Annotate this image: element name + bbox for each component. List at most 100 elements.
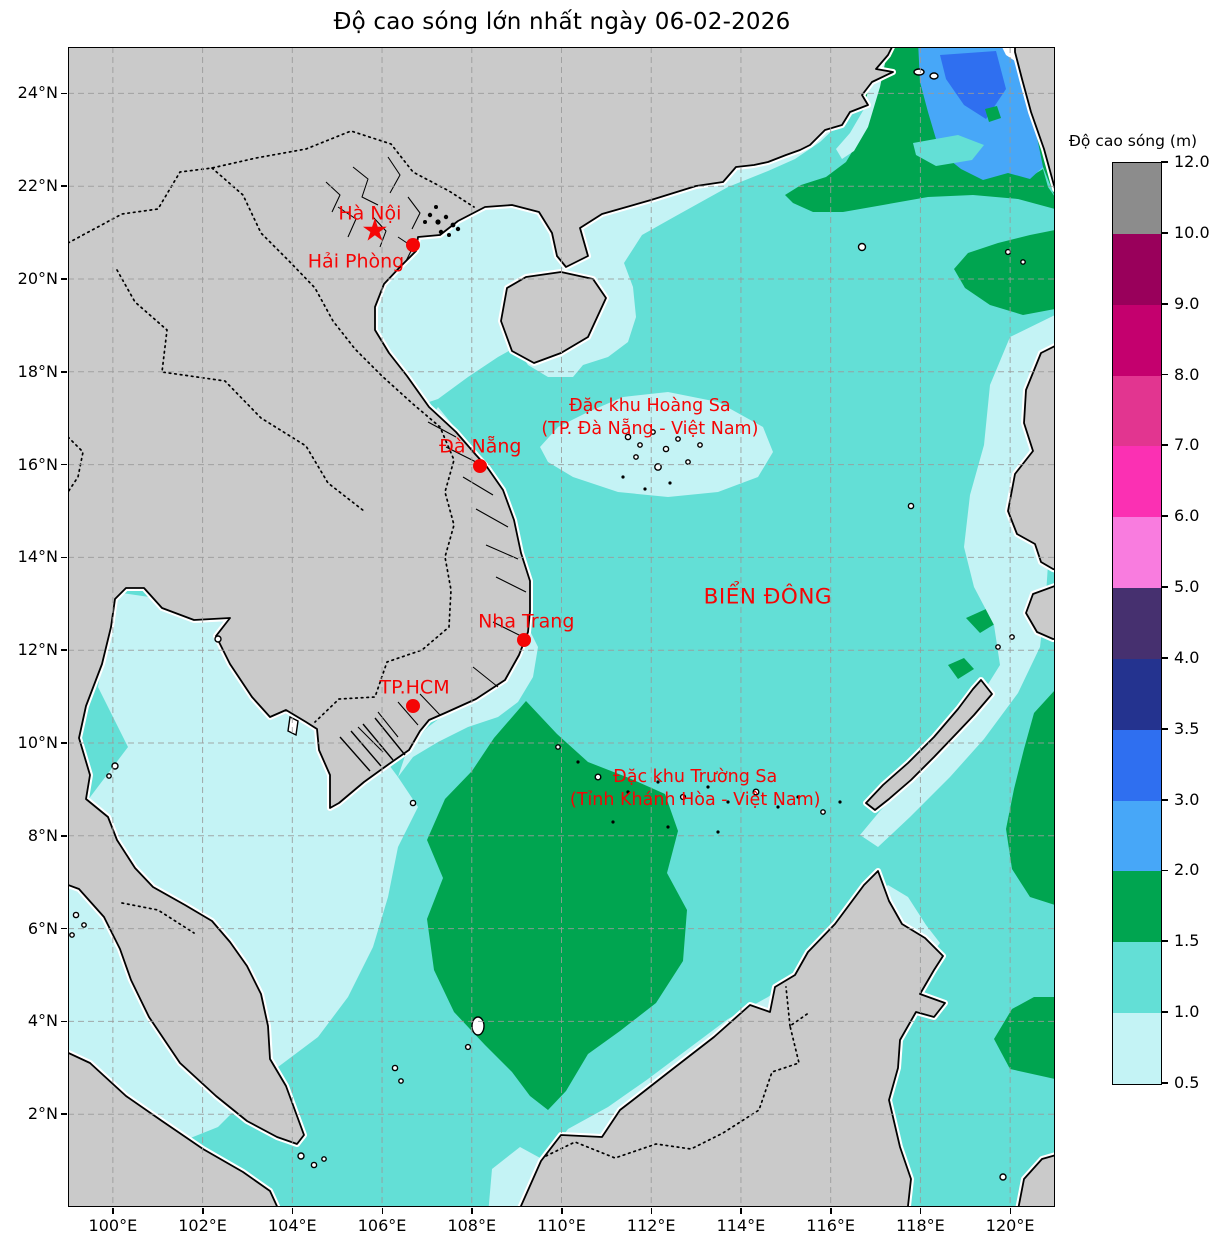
colorbar-segment <box>1113 800 1161 872</box>
colorbar-segment <box>1113 517 1161 589</box>
colorbar-tick-mark <box>1161 798 1168 801</box>
mekong-delta-channels <box>339 717 406 772</box>
colorbar-segment <box>1113 588 1161 660</box>
y-tick-label: 8°N <box>27 825 58 845</box>
phu-quoc-island <box>287 715 299 737</box>
x-tick-mark <box>471 1208 473 1214</box>
green-speck-in-strait <box>985 106 1001 122</box>
sea-annotation-bien-dong: BIỂN ĐÔNG <box>704 585 832 608</box>
green-luzon-strait-east <box>954 230 1055 315</box>
sea-annotation-line: (TP. Đà Nẵng - Việt Nam) <box>541 419 759 440</box>
penghu-islet-2 <box>929 72 939 80</box>
lightcyan-hoang-sa-patch <box>540 392 773 497</box>
colorbar-segment <box>1113 446 1161 518</box>
sea-3.0-3.5m-streak <box>940 51 1006 119</box>
con-dao-islet <box>409 799 417 807</box>
penghu-islet <box>913 68 925 76</box>
colorbar-tick-label: 5.0 <box>1174 577 1200 597</box>
y-tick-mark <box>61 185 67 187</box>
x-tick-label: 110°E <box>537 1216 586 1235</box>
city-marker-dot <box>405 699 420 714</box>
x-tick-label: 104°E <box>267 1216 317 1235</box>
y-tick-label: 18°N <box>17 361 58 381</box>
ko-samui-islet-2 <box>106 773 112 779</box>
x-tick-mark <box>830 1208 832 1214</box>
y-tick-mark <box>61 742 67 744</box>
natuna-island <box>471 1016 485 1036</box>
colorbar-segment <box>1113 658 1161 731</box>
riau-islet-2 <box>310 1161 318 1169</box>
y-tick-mark <box>61 92 67 95</box>
langkawi-islet-2 <box>81 922 87 928</box>
colorbar-tick-mark <box>1161 657 1168 659</box>
y-tick-mark <box>61 556 67 559</box>
sea-annotation-line: Đặc khu Trường Sa <box>613 767 778 788</box>
city-label: TP.HCM <box>379 676 450 699</box>
sea-annotation-truong-sa: Đặc khu Trường Sa (Tỉnh Khánh Hòa - Việt … <box>570 766 821 812</box>
calamian-islet <box>995 644 1001 650</box>
x-tick-mark <box>919 1208 922 1214</box>
island-palawan <box>865 679 993 811</box>
colorbar-tick-mark <box>1161 373 1168 376</box>
x-tick-label: 118°E <box>896 1216 945 1235</box>
x-tick-label: 102°E <box>178 1216 227 1235</box>
y-tick-label: 22°N <box>17 176 58 196</box>
colorbar-tick-label: 9.0 <box>1174 293 1200 313</box>
ko-chang-islet <box>214 635 222 643</box>
colorbar-tick-mark <box>1161 586 1168 588</box>
colorbar-title: Độ cao sóng (m) <box>1068 132 1198 150</box>
colorbar-segment <box>1113 729 1161 802</box>
ko-samui-islet <box>111 762 119 770</box>
sea-annotation-line: (Tỉnh Khánh Hòa - Việt Nam) <box>569 790 821 811</box>
luzon-strait-islet-2 <box>1020 259 1026 265</box>
land-masses <box>68 47 1055 1207</box>
colorbar-tick-label: 2.0 <box>1174 860 1200 880</box>
riau-islet <box>297 1152 305 1160</box>
y-tick-mark <box>61 927 67 930</box>
ha-long-islets <box>423 205 461 237</box>
colorbar-tick-label: 1.0 <box>1174 1002 1200 1022</box>
gridlines <box>68 47 1055 1207</box>
y-tick-mark <box>61 649 67 651</box>
colorbar-tick-mark <box>1161 444 1168 447</box>
colorbar-tick-label: 3.0 <box>1174 789 1200 809</box>
map-svg <box>68 47 1055 1207</box>
y-tick-label: 16°N <box>17 454 58 474</box>
city-marker-star: ★ <box>360 212 389 249</box>
land-mainland-asia <box>68 47 894 1145</box>
scarborough-islet <box>907 502 915 510</box>
y-tick-label: 20°N <box>17 269 58 288</box>
sea-annotation-line: Đặc khu Hoàng Sa <box>569 396 731 417</box>
colorbar-tick-mark <box>1161 231 1168 234</box>
small-islands <box>69 68 1026 1181</box>
spratly-islets-truong-sa <box>555 744 842 834</box>
city-label: Đà Nẵng <box>439 435 522 458</box>
map-canvas <box>68 47 1055 1207</box>
island-borneo <box>519 870 946 1207</box>
island-mindoro <box>1025 584 1055 640</box>
paracel-islets-hoang-sa <box>621 429 703 491</box>
island-luzon <box>1007 344 1055 571</box>
x-tick-mark <box>291 1208 294 1214</box>
y-tick-label: 10°N <box>17 733 58 752</box>
city-label: Hải Phòng <box>307 250 405 273</box>
city-marker-dot <box>406 237 420 252</box>
colorbar-segment <box>1113 304 1161 377</box>
green-speck-2 <box>948 658 974 679</box>
langkawi-islet-3 <box>69 932 75 938</box>
colorbar-segment <box>1113 375 1161 447</box>
y-tick-label: 12°N <box>17 640 58 660</box>
colorbar-tick-label: 0.5 <box>1174 1073 1200 1092</box>
x-tick-label: 114°E <box>716 1216 766 1235</box>
bottom-right-islet <box>999 1173 1007 1181</box>
pratas-islet <box>857 242 867 252</box>
colorbar-segment <box>1113 233 1161 306</box>
colorbar-tick-label: 8.0 <box>1174 364 1200 384</box>
colorbar-tick-label: 6.0 <box>1174 506 1200 526</box>
land-bottom-right <box>1017 1154 1055 1207</box>
x-tick-mark <box>650 1208 653 1214</box>
city-label: Nha Trang <box>478 610 575 633</box>
colorbar-tick-mark <box>1161 515 1168 518</box>
turquoise-wedge-in-strait <box>913 135 984 166</box>
